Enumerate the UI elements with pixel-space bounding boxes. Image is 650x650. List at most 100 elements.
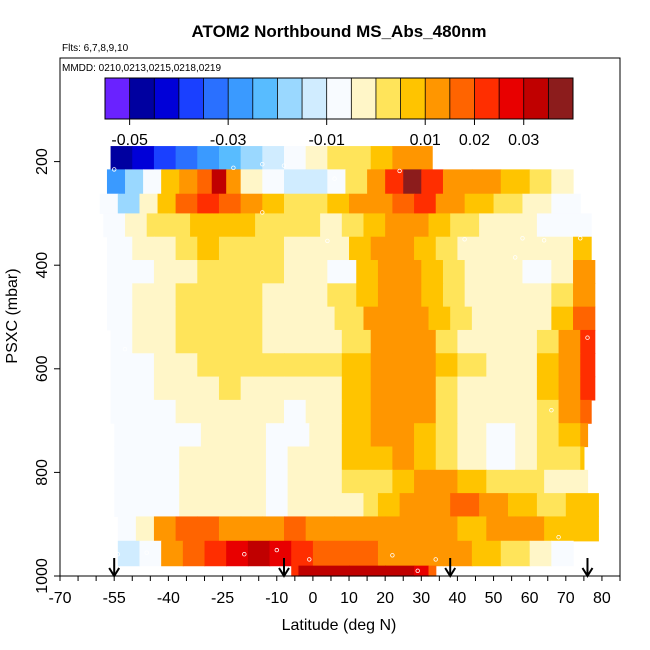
sample-point <box>437 162 442 167</box>
heatmap-cell <box>370 146 393 170</box>
heatmap-cell <box>363 213 386 238</box>
heatmap-cell <box>204 540 227 567</box>
sample-point <box>397 168 402 174</box>
heatmap-cell <box>222 446 245 471</box>
colorbar-swatch <box>302 78 327 119</box>
sample-point <box>144 550 149 555</box>
heatmap-cell <box>197 236 220 261</box>
heatmap-cell <box>486 353 516 378</box>
heatmap-cell <box>168 213 191 238</box>
heatmap-cell <box>175 353 198 378</box>
heatmap-cell <box>414 399 437 424</box>
heatmap-cell <box>370 353 393 378</box>
heatmap-cell <box>114 493 137 518</box>
heatmap-cell <box>309 493 343 518</box>
heatmap-cell <box>175 146 198 170</box>
heatmap-cell <box>153 516 177 542</box>
sample-point <box>111 167 117 172</box>
heatmap-cell <box>284 146 307 170</box>
heatmap-cell <box>341 353 372 378</box>
heatmap-cell <box>414 146 433 170</box>
heatmap-cell <box>522 283 552 308</box>
heatmap-cell <box>197 329 220 354</box>
heatmap-cell <box>153 260 177 284</box>
heatmap-cell <box>450 493 480 518</box>
heatmap-cell <box>385 565 415 577</box>
heatmap-cell <box>450 306 473 331</box>
heatmap-cell <box>370 329 393 354</box>
x-tick-label: 20 <box>376 590 394 607</box>
heatmap-cell <box>175 283 198 308</box>
heatmap-cell <box>200 493 224 518</box>
heatmap-cell <box>262 146 285 170</box>
heatmap-cell <box>370 399 393 424</box>
heatmap-cell <box>486 423 516 448</box>
sample-point <box>513 255 518 260</box>
dates-label: MMDD: 0210,0213,0215,0218,0219 <box>62 63 221 74</box>
heatmap-cell <box>125 169 144 195</box>
heatmap-cell <box>240 236 263 261</box>
heatmap-cell <box>218 193 242 214</box>
heatmap-cell <box>153 353 177 378</box>
colorbar-swatch <box>400 78 426 119</box>
heatmap-cell <box>580 446 585 471</box>
heatmap-cell <box>341 469 372 494</box>
heatmap-cell <box>284 193 307 214</box>
heatmap-cell <box>515 516 545 542</box>
sample-point <box>281 163 287 168</box>
heatmap-cell <box>197 193 220 214</box>
heatmap-cell <box>240 260 263 284</box>
heatmap-cell <box>377 260 401 284</box>
heatmap-cell <box>153 399 177 424</box>
heatmap-cell <box>312 540 336 567</box>
heatmap-cell <box>392 236 415 261</box>
heatmap-cell <box>544 236 574 261</box>
heatmap-cell <box>428 565 437 577</box>
heatmap-cell <box>508 213 538 238</box>
sample-point <box>115 552 120 557</box>
heatmap-cell <box>284 260 307 284</box>
heatmap-cell <box>486 469 516 494</box>
heatmap-cell <box>500 169 531 195</box>
heatmap-cell <box>486 399 516 424</box>
heatmap-cell <box>265 469 289 494</box>
heatmap-cell <box>573 260 596 284</box>
heatmap-cell <box>529 306 552 331</box>
heatmap-cell <box>218 516 242 542</box>
heatmap-cell <box>265 493 289 518</box>
heatmap-cell <box>327 260 357 284</box>
heatmap-cell <box>298 213 321 238</box>
heatmap-cell <box>218 306 242 331</box>
heatmap-cell <box>291 565 300 577</box>
heatmap-cell <box>392 399 415 424</box>
heatmap-cell <box>341 213 365 238</box>
heatmap-cell <box>421 540 444 567</box>
heatmap-cell <box>233 213 256 238</box>
heatmap-cell <box>580 423 589 448</box>
heatmap-cell <box>573 306 596 331</box>
heatmap-cell <box>479 213 509 238</box>
heatmap-cell <box>558 353 581 378</box>
heatmap-cell <box>435 399 459 424</box>
colorbar-swatch <box>129 78 155 119</box>
heatmap-cell <box>392 469 415 494</box>
heatmap-cell <box>377 493 401 518</box>
heatmap-cell <box>414 469 437 494</box>
heatmap-cell <box>298 565 350 577</box>
heatmap-cell <box>558 423 581 448</box>
heatmap-cell <box>580 376 596 401</box>
heatmap-cell <box>435 329 459 354</box>
colorbar-swatch <box>474 78 500 119</box>
heatmap-cell <box>377 283 401 308</box>
heatmap-cell <box>240 146 263 170</box>
colorbar-swatch <box>523 78 549 119</box>
heatmap-cell <box>262 169 285 195</box>
heatmap-cell <box>486 376 516 401</box>
heatmap-cell <box>218 146 242 170</box>
heatmap-cell <box>370 423 393 448</box>
heatmap-cell <box>197 306 220 331</box>
heatmap-cell <box>421 283 444 308</box>
heatmap-cell <box>573 236 592 261</box>
heatmap-cell <box>428 213 451 238</box>
